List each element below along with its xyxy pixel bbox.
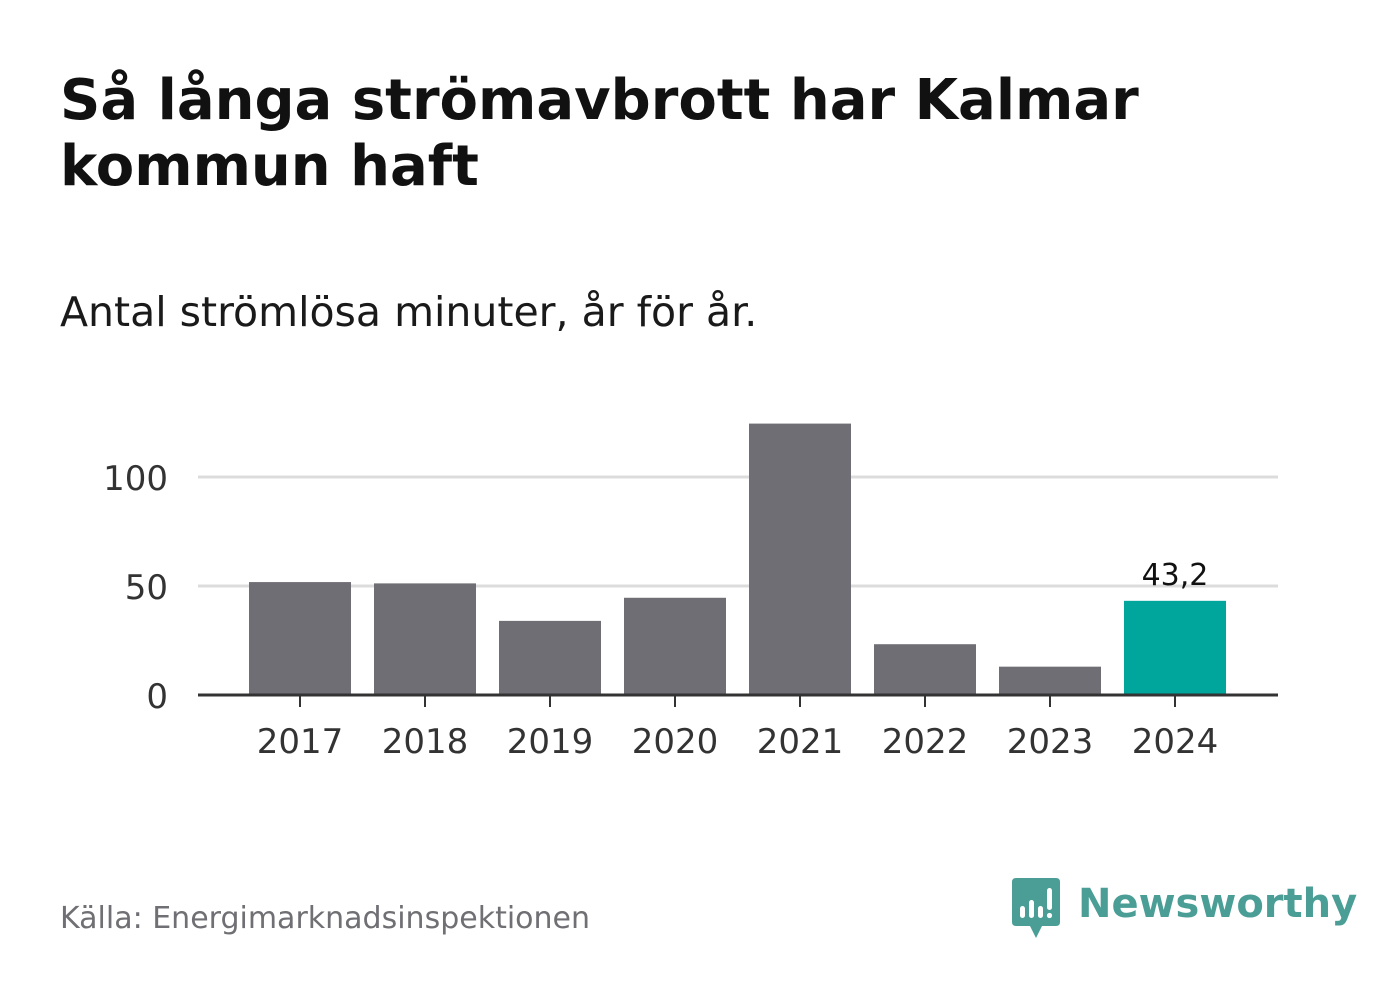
y-tick-label: 0 bbox=[146, 677, 168, 717]
bar-2018 bbox=[374, 583, 476, 695]
x-tick-label: 2018 bbox=[382, 722, 469, 762]
bar-2022 bbox=[874, 644, 976, 695]
bar-chart-speech-bubble-icon bbox=[1012, 878, 1060, 938]
x-tick-label: 2017 bbox=[257, 722, 344, 762]
bar-2024 bbox=[1124, 600, 1226, 695]
chart-title: Så långa strömavbrott har Kalmar kommun … bbox=[60, 68, 1139, 199]
bar-2017 bbox=[249, 582, 351, 695]
x-tick-label: 2019 bbox=[507, 722, 594, 762]
gridlines bbox=[198, 475, 1278, 588]
data-labels: 43,2 bbox=[1142, 558, 1209, 593]
newsworthy-logo: Newsworthy bbox=[1010, 876, 1357, 942]
brand-name: Newsworthy bbox=[1078, 881, 1358, 927]
bars bbox=[249, 423, 1226, 695]
source-note: Källa: Energimarknadsinspektionen bbox=[60, 901, 591, 936]
x-tick-label: 2022 bbox=[882, 722, 969, 762]
x-tick-label: 2021 bbox=[757, 722, 844, 762]
data-label: 43,2 bbox=[1142, 558, 1209, 593]
y-axis-ticks: 0 50 100 bbox=[103, 459, 168, 717]
y-tick-label: 50 bbox=[125, 568, 168, 608]
x-tick-label: 2024 bbox=[1132, 722, 1219, 762]
chart-subtitle: Antal strömlösa minuter, år för år. bbox=[60, 288, 758, 336]
x-axis-ticks: 2017 2018 2019 2020 2021 2022 2023 2024 bbox=[257, 695, 1219, 762]
bar-2021 bbox=[749, 423, 851, 695]
x-tick-label: 2020 bbox=[632, 722, 719, 762]
bar-2019 bbox=[499, 620, 601, 695]
bar-2023 bbox=[999, 666, 1101, 695]
y-tick-label: 100 bbox=[103, 459, 168, 499]
bar-2020 bbox=[624, 597, 726, 695]
x-tick-label: 2023 bbox=[1007, 722, 1094, 762]
